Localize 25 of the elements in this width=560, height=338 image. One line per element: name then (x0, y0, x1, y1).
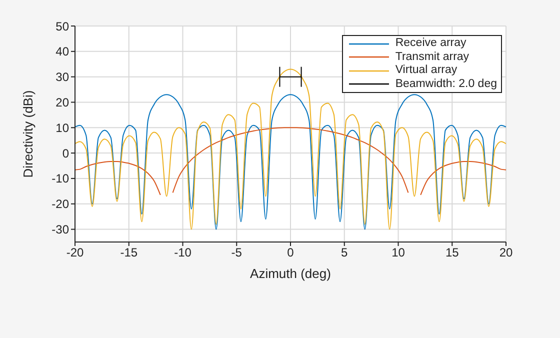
x-tick-label: 5 (341, 246, 348, 260)
x-tick-label: -5 (231, 246, 242, 260)
y-tick-label: -10 (52, 172, 70, 186)
legend-label: Transmit array (395, 50, 470, 64)
x-tick-label: -20 (66, 246, 84, 260)
legend-label: Virtual array (395, 64, 458, 78)
y-axis-title: Directivity (dBi) (20, 90, 36, 178)
y-tick-label: 10 (56, 120, 70, 135)
x-tick-label: -10 (174, 246, 192, 260)
line-series (75, 94, 506, 230)
y-tick-label: -20 (52, 197, 70, 212)
x-tick-label: 10 (392, 246, 406, 260)
x-tick-label: 0 (287, 246, 294, 260)
x-axis-title: Azimuth (deg) (250, 266, 331, 281)
x-tick-label: -15 (120, 246, 138, 260)
x-tick-label: 15 (445, 246, 460, 260)
y-tick-label: 30 (56, 70, 70, 84)
y-tick-label: 20 (56, 95, 70, 110)
y-tick-label: 0 (62, 146, 70, 160)
y-tick-label: 50 (56, 19, 70, 34)
y-tick-label: -30 (52, 222, 70, 237)
x-tick-label: 20 (499, 246, 513, 260)
legend-label: Receive array (395, 37, 466, 50)
legend-label: Beamwidth: 2.0 deg (395, 78, 497, 91)
y-tick-label: 40 (56, 44, 70, 59)
